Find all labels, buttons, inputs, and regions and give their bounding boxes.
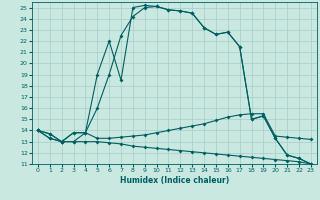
X-axis label: Humidex (Indice chaleur): Humidex (Indice chaleur) [120,176,229,185]
